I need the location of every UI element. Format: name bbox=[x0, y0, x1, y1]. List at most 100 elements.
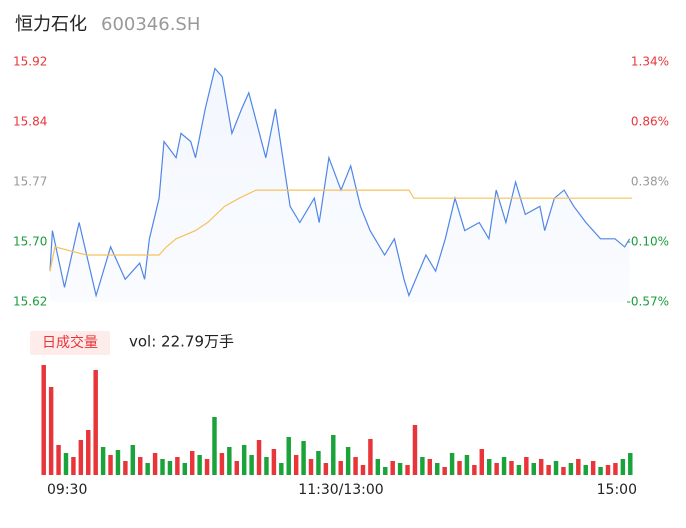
y-tick-label: 15.84 bbox=[13, 115, 47, 129]
volume-bar bbox=[219, 453, 225, 475]
volume-bar bbox=[41, 365, 46, 475]
volume-bar bbox=[412, 425, 418, 475]
volume-bar bbox=[583, 465, 588, 475]
volume-bar bbox=[620, 459, 626, 475]
price-area bbox=[50, 68, 630, 302]
volume-bar bbox=[100, 447, 106, 475]
volume-bar bbox=[568, 463, 574, 475]
y2-tick-label: 1.34% bbox=[631, 55, 669, 69]
volume-bar bbox=[115, 450, 121, 475]
volume-bar bbox=[546, 465, 551, 475]
volume-bar bbox=[271, 449, 277, 475]
volume-bar bbox=[279, 463, 284, 475]
volume-bar bbox=[531, 463, 536, 475]
x-tick-label: 15:00 bbox=[597, 482, 637, 498]
volume-bar bbox=[338, 461, 343, 475]
volume-bar bbox=[390, 461, 395, 475]
volume-bar bbox=[123, 461, 128, 475]
volume-bar bbox=[71, 457, 76, 475]
volume-bar bbox=[494, 463, 499, 475]
volume-bar bbox=[189, 451, 195, 475]
volume-bar bbox=[152, 453, 158, 475]
y2-tick-label: 0.38% bbox=[631, 175, 669, 189]
volume-bar bbox=[501, 457, 507, 475]
volume-bar bbox=[538, 459, 544, 475]
volume-bar bbox=[316, 451, 321, 475]
y-tick-label: 15.92 bbox=[13, 55, 47, 69]
volume-bar bbox=[368, 439, 373, 475]
volume-bar bbox=[509, 461, 514, 475]
volume-bar bbox=[353, 457, 358, 475]
y-tick-label: 15.62 bbox=[13, 295, 47, 309]
volume-bar bbox=[78, 440, 84, 475]
stock-name: 恒力石化 bbox=[15, 14, 87, 35]
volume-bar bbox=[442, 467, 447, 475]
volume-bar bbox=[56, 445, 61, 475]
volume-bar bbox=[464, 455, 470, 475]
volume-bar bbox=[435, 463, 440, 475]
volume-bar bbox=[63, 453, 69, 475]
volume-bar bbox=[472, 465, 477, 475]
volume-bar bbox=[256, 440, 262, 475]
volume-bar bbox=[561, 467, 566, 475]
volume-bar bbox=[427, 459, 433, 475]
volume-bar bbox=[605, 465, 611, 475]
volume-bar bbox=[405, 465, 410, 475]
volume-bar bbox=[449, 453, 455, 475]
volume-bar bbox=[286, 437, 291, 475]
volume-bar bbox=[383, 467, 388, 475]
volume-bar bbox=[576, 459, 581, 475]
volume-bar bbox=[138, 457, 143, 475]
volume-bar bbox=[375, 459, 381, 475]
volume-bar bbox=[628, 453, 633, 475]
volume-bar bbox=[175, 457, 180, 475]
volume-bar bbox=[486, 459, 492, 475]
volume-bar bbox=[598, 467, 603, 475]
volume-bar bbox=[524, 457, 529, 475]
volume-bar bbox=[241, 445, 247, 475]
volume-bar bbox=[48, 387, 54, 475]
volume-bar bbox=[293, 455, 299, 475]
volume-bar bbox=[86, 430, 91, 475]
volume-bar bbox=[197, 455, 202, 475]
volume-bar bbox=[212, 417, 217, 475]
stock-code: 600346.SH bbox=[101, 14, 200, 35]
volume-bar bbox=[227, 447, 232, 475]
volume-bar bbox=[613, 463, 618, 475]
y-tick-label: 15.70 bbox=[13, 235, 47, 249]
volume-label: vol: 22.79万手 bbox=[129, 333, 234, 351]
volume-bar bbox=[130, 445, 136, 475]
volume-bar bbox=[182, 463, 188, 475]
y-tick-label: 15.77 bbox=[13, 175, 47, 189]
volume-bar bbox=[249, 455, 254, 475]
volume-bar bbox=[345, 447, 351, 475]
y2-tick-label: -0.57% bbox=[627, 295, 669, 309]
volume-bar bbox=[108, 455, 113, 475]
y2-tick-label: 0.86% bbox=[631, 115, 669, 129]
volume-bar bbox=[264, 457, 269, 475]
volume-bar bbox=[323, 463, 329, 475]
volume-badge bbox=[30, 331, 110, 355]
volume-bar bbox=[420, 457, 425, 475]
volume-bar bbox=[331, 435, 336, 475]
volume-bar bbox=[301, 441, 306, 475]
volume-bar bbox=[397, 463, 403, 475]
average-line bbox=[49, 189, 632, 272]
volume-bar bbox=[360, 465, 366, 475]
x-tick-label: 09:30 bbox=[47, 482, 87, 498]
volume-bar bbox=[145, 463, 150, 475]
volume-bar bbox=[479, 449, 485, 475]
volume-bar bbox=[204, 459, 210, 475]
volume-bar bbox=[516, 465, 522, 475]
volume-bar bbox=[93, 370, 98, 475]
volume-bar bbox=[160, 459, 165, 475]
volume-bar bbox=[590, 461, 596, 475]
volume-bar bbox=[167, 461, 173, 475]
x-tick-label: 11:30/13:00 bbox=[298, 482, 383, 498]
price-line bbox=[49, 67, 631, 298]
volume-bar bbox=[457, 461, 462, 475]
y2-tick-label: -0.10% bbox=[627, 235, 669, 249]
volume-bar bbox=[553, 461, 559, 475]
volume-bar bbox=[308, 459, 314, 475]
